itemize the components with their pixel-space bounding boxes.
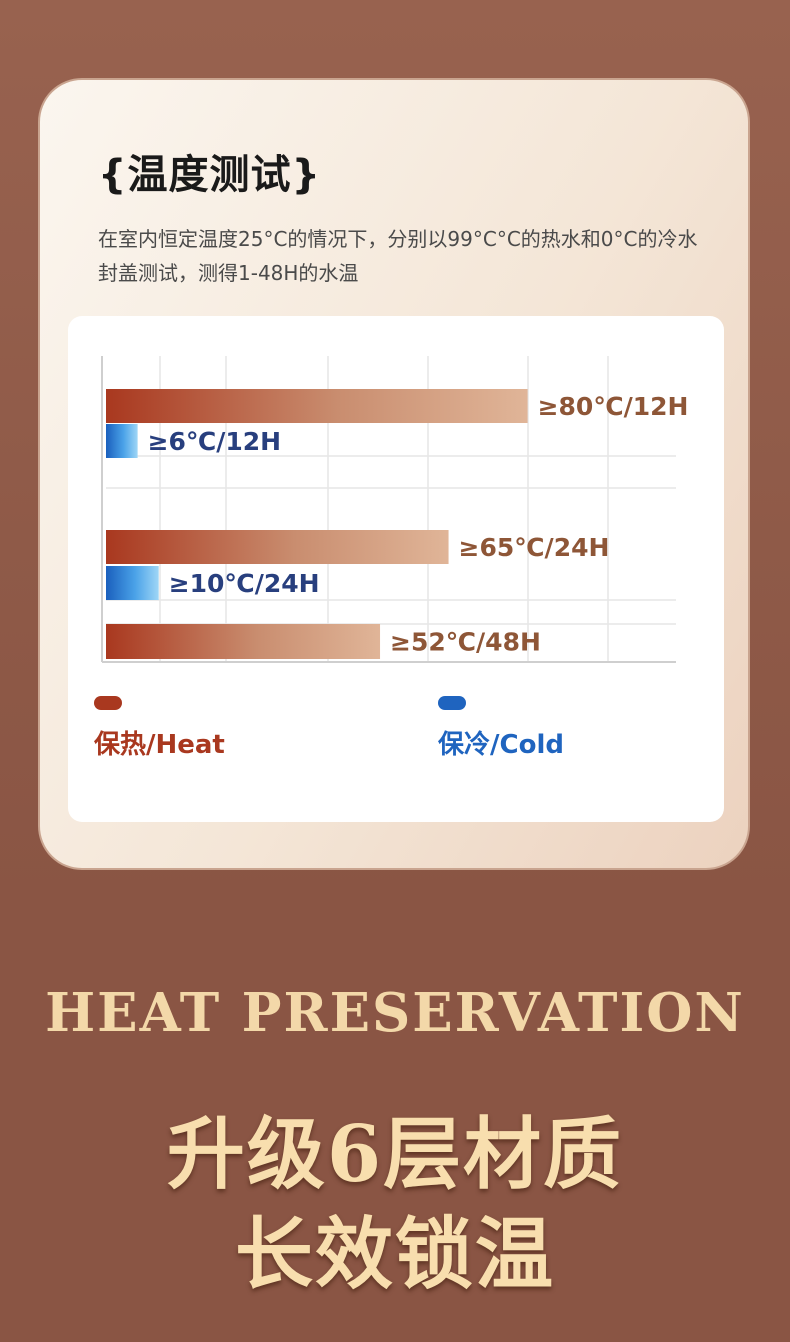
bar-value-label: ≥65℃/24H [459, 533, 610, 562]
legend-cold-label: 保冷/Cold [438, 730, 564, 760]
temperature-test-card: {温度测试} 在室内恒定温度25°C的情况下，分别以99°C°C的热水和0°C的… [38, 78, 750, 870]
chinese-heading-line2: 长效锁温 [234, 1209, 555, 1300]
chinese-heading-line1: 升级6层材质 [166, 1109, 624, 1200]
bar-value-label: ≥80℃/12H [538, 392, 689, 421]
legend-heat-swatch [94, 696, 122, 710]
bar-value-label: ≥6℃/12H [148, 427, 281, 456]
legend-cold: 保冷/Cold [438, 696, 564, 761]
english-heading: HEAT PRESERVATION [45, 982, 745, 1044]
bar-value-label: ≥10℃/24H [169, 569, 320, 598]
heat-bar [106, 389, 528, 423]
cold-bar [106, 566, 159, 600]
legend-cold-swatch [438, 696, 466, 710]
temperature-bar-chart: ≥80℃/12H ≥6℃/12H ≥65℃/24H ≥10℃/24H ≥52℃/48H [101, 356, 688, 663]
legend-heat-label: 保热/Heat [94, 730, 225, 760]
heat-bar [106, 624, 381, 659]
heat-bar [106, 530, 449, 564]
card-title: {温度测试} [98, 152, 321, 198]
bar-value-label: ≥52℃/48H [390, 628, 541, 657]
chart-panel: ≥80℃/12H ≥6℃/12H ≥65℃/24H ≥10℃/24H ≥52℃/48H … [68, 316, 724, 822]
cold-bar [106, 424, 138, 458]
chart-bars: ≥80℃/12H ≥6℃/12H ≥65℃/24H ≥10℃/24H ≥52℃/48H [106, 389, 688, 659]
card-description: 在室内恒定温度25°C的情况下，分别以99°C°C的热水和0°C的冷水封盖测试，… [98, 227, 698, 285]
legend-heat: 保热/Heat [94, 696, 225, 761]
